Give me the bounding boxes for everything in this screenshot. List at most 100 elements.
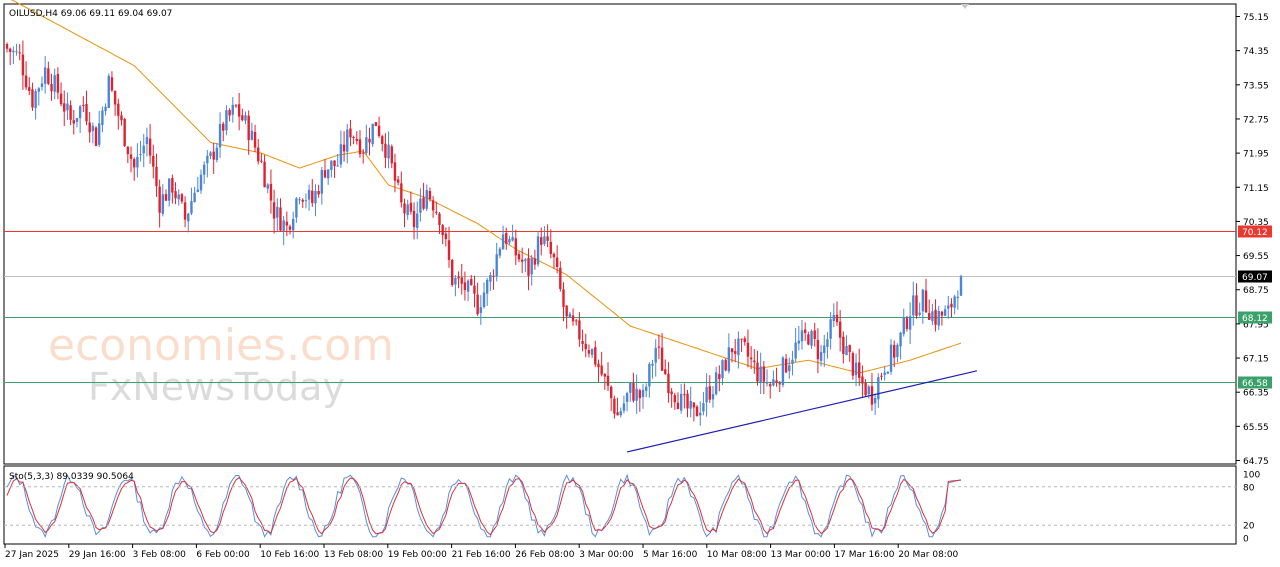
- candle-body: [384, 143, 387, 158]
- candle-body: [918, 312, 921, 315]
- candle-body: [759, 366, 762, 383]
- candle-body: [476, 294, 479, 315]
- candle-body: [371, 123, 374, 145]
- candle-body: [791, 359, 794, 364]
- candle-body: [326, 169, 330, 179]
- candle-body: [361, 152, 365, 154]
- candle-body: [228, 110, 231, 116]
- candle-body: [435, 211, 438, 213]
- candle-body: [37, 88, 40, 92]
- candle-body: [24, 75, 28, 88]
- candle-body: [727, 347, 731, 372]
- candle-body: [734, 351, 737, 354]
- candle-body: [800, 330, 804, 342]
- candle-body: [578, 320, 581, 340]
- stochastic-level-label: 20: [1243, 522, 1255, 532]
- candle-body: [695, 406, 699, 417]
- candle-body: [123, 118, 126, 146]
- candle-body: [148, 138, 152, 156]
- candle-body: [711, 394, 715, 400]
- candle-body: [931, 311, 934, 322]
- candle-body: [5, 44, 9, 49]
- stochastic-level-label: 100: [1243, 471, 1260, 481]
- price-tick-label: 64.75: [1243, 457, 1269, 467]
- candle-body: [947, 305, 950, 309]
- candle-body: [746, 342, 750, 357]
- candle-body: [679, 393, 683, 411]
- stochastic-panel: [3, 465, 1237, 545]
- candle-body: [813, 330, 816, 339]
- time-tick-label: 3 Feb 08:00: [133, 550, 187, 560]
- candle-body: [861, 376, 864, 384]
- candle-body: [603, 373, 607, 377]
- candle-body: [810, 330, 813, 346]
- candle-body: [587, 350, 591, 354]
- candle-body: [374, 122, 378, 126]
- candle-body: [320, 170, 324, 194]
- candle-body: [152, 155, 155, 167]
- candle-body: [171, 178, 174, 193]
- candle-body: [301, 199, 304, 202]
- candle-body: [657, 346, 661, 348]
- price-tick-label: 68.75: [1243, 286, 1269, 296]
- candle-body: [533, 258, 537, 265]
- time-tick-label: 3 Mar 00:00: [579, 550, 634, 560]
- candle-body: [91, 125, 95, 132]
- candle-body: [63, 103, 66, 112]
- candle-body: [311, 190, 314, 204]
- watermark-brand-bottom: FxNewsToday: [88, 365, 345, 409]
- candle-body: [454, 277, 457, 285]
- candle-body: [129, 154, 133, 159]
- candle-body: [683, 394, 686, 396]
- candle-body: [139, 154, 142, 156]
- candle-body: [295, 198, 298, 218]
- candle-body: [762, 366, 766, 382]
- candle-body: [889, 344, 893, 372]
- time-tick-label: 10 Mar 08:00: [707, 550, 767, 560]
- candle-body: [190, 201, 193, 214]
- candle-body: [358, 139, 362, 155]
- candle-body: [339, 144, 343, 165]
- candle-body: [43, 67, 47, 84]
- candle-body: [781, 357, 785, 385]
- candle-body: [705, 387, 708, 403]
- candle-body: [743, 338, 746, 343]
- candle-body: [47, 68, 50, 84]
- candle-body: [409, 202, 413, 212]
- candle-body: [50, 84, 53, 92]
- candle-body: [250, 130, 254, 140]
- candle-body: [136, 156, 139, 168]
- candle-body: [396, 179, 400, 183]
- candle-body: [177, 194, 180, 200]
- candle-body: [912, 295, 915, 316]
- candle-body: [676, 402, 680, 409]
- candle-body: [600, 365, 603, 375]
- candle-body: [699, 412, 702, 416]
- candle-body: [222, 123, 225, 131]
- candle-body: [215, 147, 219, 161]
- symbol-header: OILUSD,H4 69.06 69.11 69.04 69.07: [9, 9, 172, 19]
- candle-body: [218, 124, 222, 148]
- candle-body: [543, 236, 546, 245]
- candle-body: [829, 319, 832, 339]
- candle-body: [527, 257, 530, 276]
- candle-body: [260, 160, 263, 162]
- candle-body: [263, 161, 266, 188]
- candle-body: [873, 398, 877, 404]
- candle-body: [247, 115, 250, 141]
- price-tick-label: 71.15: [1243, 184, 1269, 194]
- price-tick-label: 72.75: [1243, 115, 1269, 125]
- candle-body: [419, 198, 422, 213]
- stochastic-level-label: 0: [1243, 535, 1249, 545]
- candle-body: [266, 184, 269, 189]
- candle-body: [664, 369, 667, 374]
- candle-body: [164, 194, 168, 201]
- candle-body: [902, 317, 905, 334]
- candle-body: [753, 360, 756, 363]
- candle-body: [75, 118, 79, 122]
- candle-body: [794, 342, 797, 359]
- candle-body: [393, 162, 397, 181]
- candle-body: [167, 178, 171, 201]
- candle-body: [629, 382, 632, 393]
- candle-body: [460, 277, 463, 284]
